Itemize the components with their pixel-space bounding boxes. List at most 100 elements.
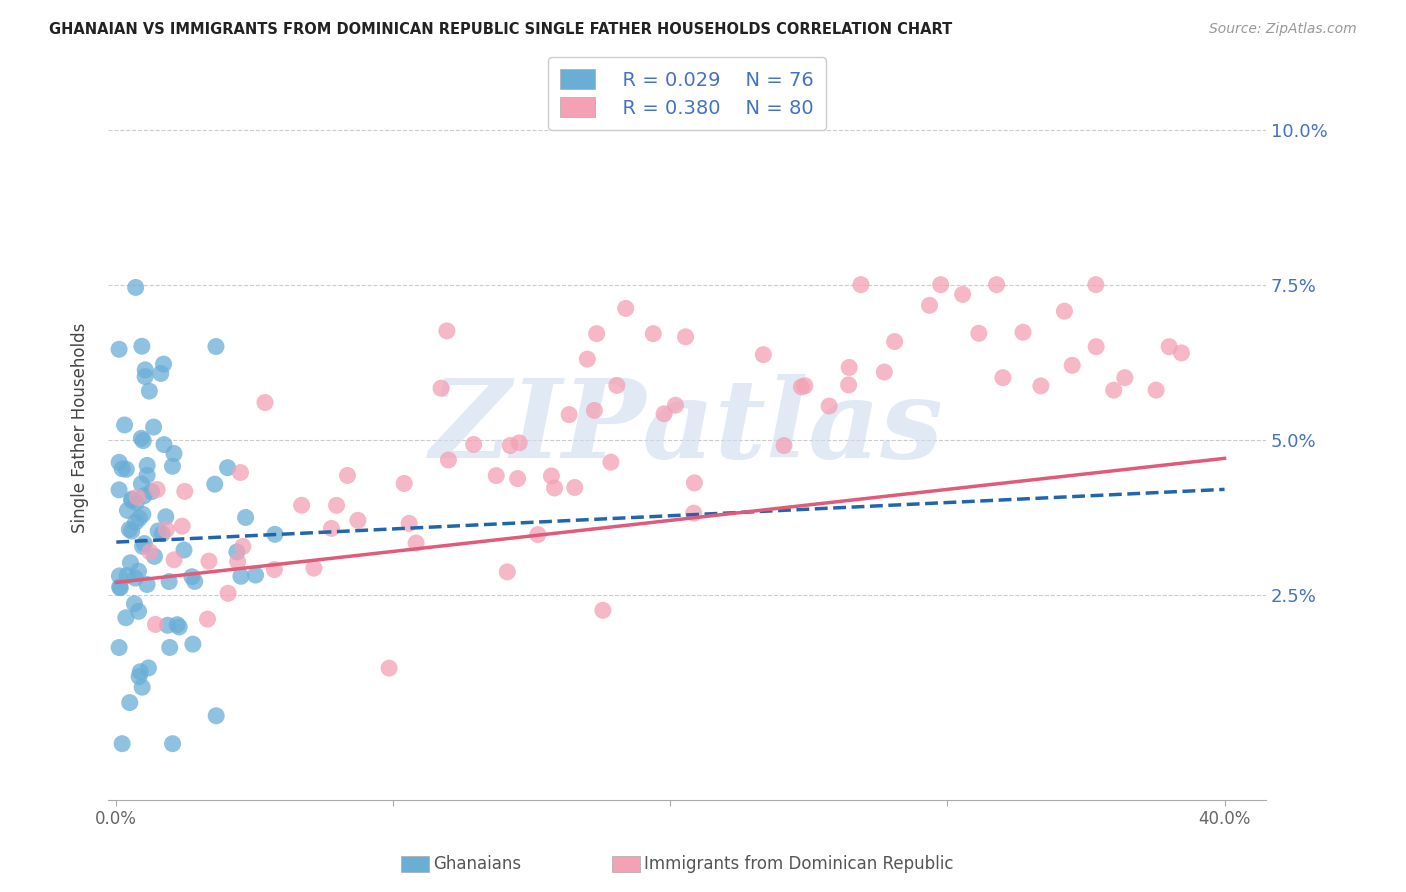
Point	[302, 561, 325, 575]
Point	[235, 510, 257, 524]
Text: Immigrants from Dominican Republic: Immigrants from Dominican Republic	[644, 855, 953, 873]
Point	[125, 495, 148, 509]
Point	[156, 618, 179, 632]
Point	[264, 527, 287, 541]
Point	[599, 455, 621, 469]
Point	[117, 503, 139, 517]
Text: Ghanaians: Ghanaians	[433, 855, 522, 873]
Point	[181, 570, 204, 584]
Point	[818, 399, 841, 413]
Point	[773, 438, 796, 452]
Point	[614, 301, 637, 316]
Point	[136, 468, 159, 483]
Point	[108, 580, 131, 594]
Point	[991, 370, 1014, 384]
Text: ZIPatlas: ZIPatlas	[430, 374, 943, 481]
Point	[121, 493, 143, 508]
Point	[576, 352, 599, 367]
Point	[115, 568, 138, 582]
Point	[347, 513, 370, 527]
Point	[167, 620, 190, 634]
Point	[217, 586, 239, 600]
Point	[398, 516, 420, 531]
Point	[132, 508, 155, 522]
Point	[143, 549, 166, 564]
Point	[153, 437, 176, 451]
Point	[217, 460, 239, 475]
Point	[873, 365, 896, 379]
Point	[136, 577, 159, 591]
Point	[128, 511, 150, 525]
Point	[181, 637, 204, 651]
Point	[643, 326, 665, 341]
Point	[197, 612, 219, 626]
Point	[321, 521, 343, 535]
Point	[138, 661, 160, 675]
Point	[139, 545, 162, 559]
Point	[149, 367, 172, 381]
Point	[527, 527, 550, 541]
Point	[146, 483, 169, 497]
Point	[430, 381, 453, 395]
Point	[883, 334, 905, 349]
Point	[929, 277, 952, 292]
Point	[683, 475, 706, 490]
Point	[183, 574, 205, 589]
Point	[173, 484, 195, 499]
Point	[162, 459, 184, 474]
Text: Source: ZipAtlas.com: Source: ZipAtlas.com	[1209, 22, 1357, 37]
Point	[162, 737, 184, 751]
Point	[114, 417, 136, 432]
Point	[336, 468, 359, 483]
Point	[463, 437, 485, 451]
Point	[325, 499, 347, 513]
Point	[131, 539, 153, 553]
Point	[1114, 370, 1136, 384]
Point	[166, 617, 188, 632]
Point	[392, 476, 415, 491]
Point	[134, 369, 156, 384]
Point	[128, 669, 150, 683]
Point	[127, 564, 149, 578]
Point	[155, 523, 177, 537]
Point	[583, 403, 606, 417]
Point	[1053, 304, 1076, 318]
Point	[585, 326, 607, 341]
Point	[120, 556, 142, 570]
Point	[124, 280, 146, 294]
Point	[967, 326, 990, 341]
Point	[543, 481, 565, 495]
Point	[664, 398, 686, 412]
Point	[1144, 383, 1167, 397]
Point	[198, 554, 221, 568]
Point	[114, 611, 136, 625]
Point	[173, 543, 195, 558]
Y-axis label: Single Father Households: Single Father Households	[72, 322, 89, 533]
Point	[141, 484, 163, 499]
Point	[204, 477, 226, 491]
Point	[108, 483, 131, 497]
Point	[163, 553, 186, 567]
Point	[146, 524, 169, 538]
Point	[849, 277, 872, 292]
Point	[163, 446, 186, 460]
Point	[838, 360, 860, 375]
Point	[986, 277, 1008, 292]
Point	[952, 287, 974, 301]
Point	[1062, 359, 1084, 373]
Point	[291, 498, 314, 512]
Point	[918, 298, 941, 312]
Point	[1170, 346, 1192, 360]
Point	[132, 434, 155, 448]
Point	[540, 469, 562, 483]
Point	[752, 348, 775, 362]
Point	[138, 384, 160, 398]
Point	[157, 574, 180, 589]
Point	[226, 555, 249, 569]
Point	[124, 571, 146, 585]
Point	[128, 604, 150, 618]
Point	[145, 617, 167, 632]
Point	[436, 324, 458, 338]
Point	[172, 519, 194, 533]
Point	[675, 330, 697, 344]
